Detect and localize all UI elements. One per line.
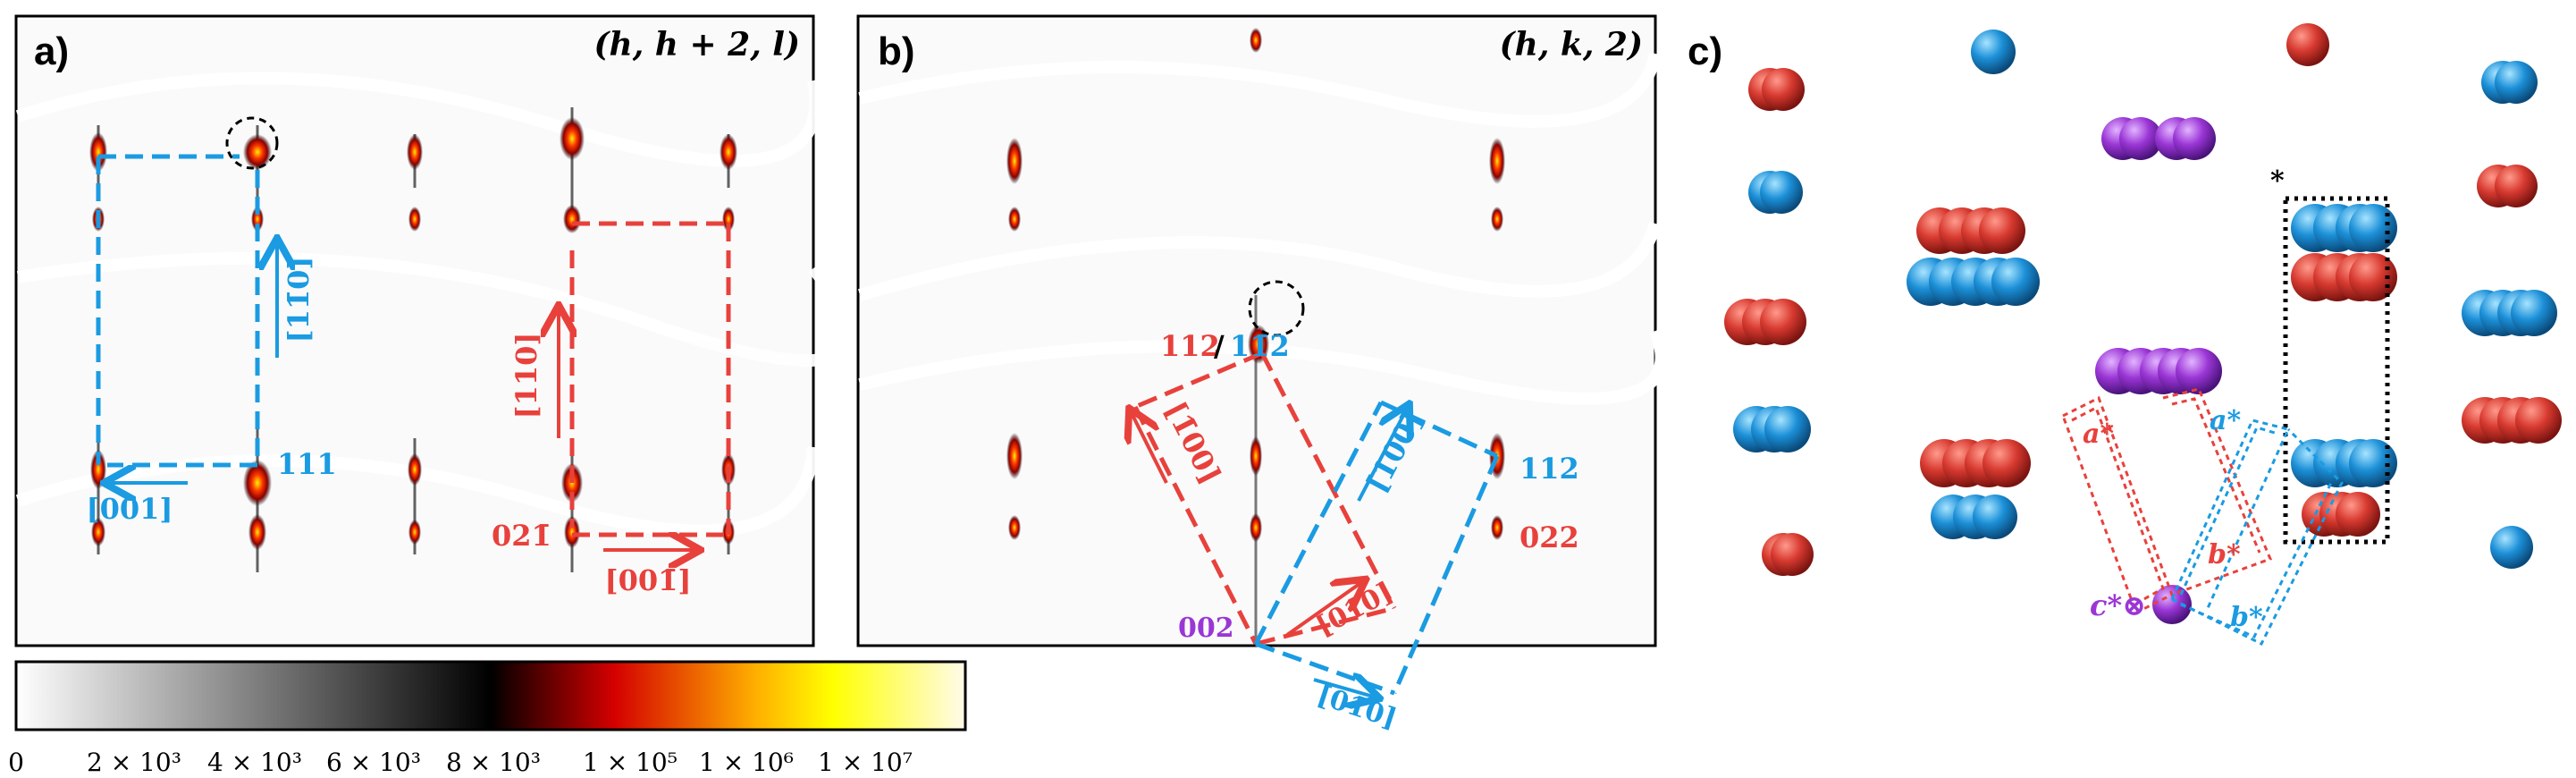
panel-a-blue-cell [96, 154, 260, 465]
label-peak-022: 022 [1520, 520, 1579, 554]
label-c-star: c*⊗ [2090, 588, 2146, 622]
panel-c-letter: c) [1688, 30, 1722, 73]
panel-c: c) [1688, 23, 2562, 647]
label-slash: / [1214, 329, 1225, 363]
highlight-circle-b [1248, 280, 1305, 337]
label-peak-112-red: 112 [1160, 329, 1220, 363]
colorbar-tick: 2 × 10³ [87, 748, 181, 777]
colorbar-tick: 8 × 10³ [446, 748, 541, 777]
label-peak-021: 021̄ [492, 519, 551, 553]
label-b-star-blue: b* [2230, 602, 2263, 633]
colorbar-tick: 6 × 10³ [326, 748, 421, 777]
label-dir-010-blue: [01̄0] [1313, 680, 1400, 734]
atom-balls [1724, 23, 2562, 624]
label-peak-002: 002 [1178, 613, 1234, 644]
colorbar-ticks: 0 2 × 10³ 4 × 10³ 6 × 10³ 8 × 10³ 1 × 10… [8, 748, 913, 777]
label-dir-001-blue: [001] [86, 492, 173, 526]
label-dir-001-red: [001̄] [604, 563, 691, 597]
panel-a-arcs [15, 72, 854, 537]
panel-a-red-cell [569, 221, 731, 537]
colorbar-tick: 0 [8, 748, 24, 777]
colorbar-tick: 1 × 10⁵ [583, 748, 678, 777]
label-peak-111: 111 [277, 447, 337, 481]
panel-a-peaks [89, 117, 737, 550]
colorbar-tick: 1 × 10⁷ [818, 748, 913, 777]
panel-a-letter: a) [34, 30, 69, 73]
label-peak-112-blue: 11̄2 [1230, 329, 1290, 363]
label-dir-110-red: [110] [509, 332, 543, 419]
highlight-circle-a [225, 116, 279, 170]
colorbar-tick: 4 × 10³ [207, 748, 302, 777]
panel-b-arcs [858, 52, 1668, 405]
panel-b-plane: (h, k, 2) [1500, 26, 1643, 63]
panel-b-letter: b) [878, 30, 915, 73]
label-a-star-blue: a* [2210, 405, 2241, 436]
panel-b: b) (h, k, 2) 112 / 11̄2 [1̄00] [100] [01… [856, 14, 1668, 735]
colorbar: 0 2 × 10³ 4 × 10³ 6 × 10³ 8 × 10³ 1 × 10… [8, 660, 967, 777]
colorbar-gradient [14, 660, 967, 731]
label-dir-110-blue: [11̄0] [282, 256, 316, 342]
unit-cell-box [2283, 196, 2390, 545]
unit-cell-star: * [2270, 165, 2285, 197]
panel-b-red-cell [1132, 351, 1397, 647]
reciprocal-cell-blue [2170, 419, 2344, 647]
panel-a-plane: (h, h + 2, l) [593, 26, 800, 63]
label-b-star-red: b* [2208, 539, 2241, 571]
colorbar-tick: 1 × 10⁶ [699, 748, 794, 777]
label-a-star-red: a* [2083, 419, 2114, 450]
label-peak-112: 112 [1520, 452, 1579, 486]
panel-a: a) (h, h + 2, l) [11̄0] [001] 111 [110] … [14, 14, 854, 647]
